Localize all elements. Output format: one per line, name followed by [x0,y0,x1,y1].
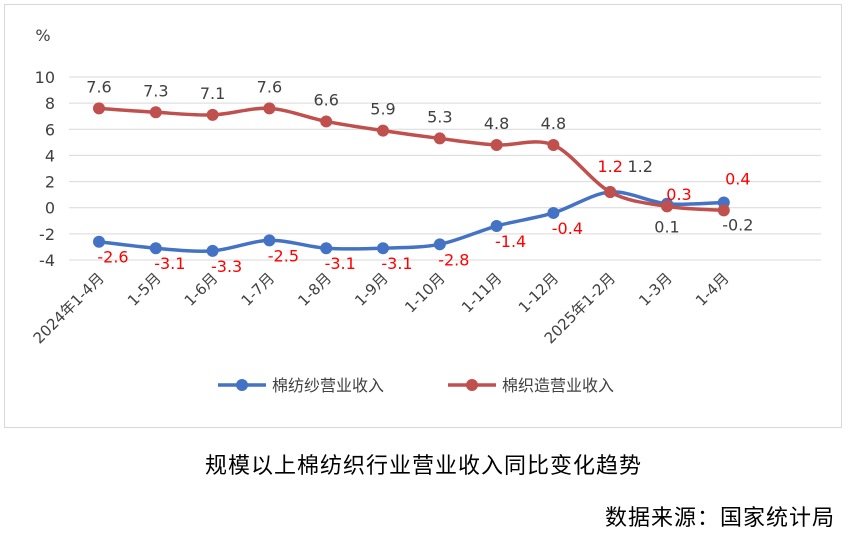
x-tick-label: 1-10月 [401,269,448,316]
data-label-weaving: 4.8 [484,114,509,133]
data-label-weaving: 5.9 [370,100,395,119]
data-point-weaving [490,138,503,151]
data-point-weaving [547,138,560,151]
data-point-weaving [320,115,333,128]
y-tick-label: 0 [45,199,55,218]
data-point-weaving [433,132,446,145]
legend-label: 棉纺纱营业收入 [272,376,384,395]
x-tick-label: 1-5月 [124,269,165,310]
data-point-weaving [206,108,219,121]
x-tick-label: 1-3月 [635,269,676,310]
data-label-weaving: 4.8 [541,114,566,133]
data-label-weaving: -0.2 [722,215,753,234]
data-point-yarn [206,244,219,257]
data-point-weaving [604,186,617,199]
legend-label: 棉织造营业收入 [502,376,614,395]
y-tick-label: -4 [39,251,55,270]
data-point-weaving [661,200,673,213]
data-label-yarn: -3.1 [381,254,412,273]
data-label-yarn: -1.4 [495,232,526,251]
x-tick-label: 2024年1-4月 [30,269,108,347]
data-label-yarn: -3.1 [325,254,356,273]
data-label-yarn: -2.5 [268,246,299,265]
x-tick-label: 1-8月 [294,269,335,310]
data-label-yarn: 0.4 [725,169,750,188]
data-point-weaving [377,124,389,137]
y-tick-label: 6 [45,120,55,139]
y-tick-label: -2 [39,225,55,244]
data-label-weaving: 7.6 [257,77,282,96]
data-label-yarn: -0.4 [552,219,583,238]
data-label-weaving: 5.3 [427,107,452,126]
data-label-weaving: 7.3 [143,81,168,100]
data-point-yarn [377,242,389,255]
data-label-weaving: 1.2 [627,157,652,176]
y-tick-label: 10 [35,68,55,87]
x-tick-label: 1-7月 [238,269,279,310]
data-point-weaving [263,102,276,115]
data-source-note: 数据来源：国家统计局 [604,506,835,531]
data-point-yarn [263,234,276,247]
data-label-weaving: 7.1 [200,84,225,103]
data-point-yarn [433,238,446,251]
legend-marker [466,379,478,391]
data-label-weaving: 7.6 [86,77,111,96]
data-point-yarn [490,220,503,233]
y-unit-label: % [35,26,50,45]
data-point-yarn [93,235,105,248]
y-tick-label: 2 [45,173,55,192]
legend-marker [236,379,248,391]
data-label-yarn: -2.8 [438,250,469,269]
data-label-yarn: 0.3 [666,185,691,204]
data-point-yarn [547,206,560,219]
chart-caption-title: 规模以上棉纺织行业营业收入同比变化趋势 [204,454,642,479]
data-label-weaving: 6.6 [313,90,338,109]
data-label-yarn: -3.3 [211,257,242,276]
data-label-yarn: 1.2 [597,157,622,176]
x-tick-label: 1-4月 [692,269,733,310]
x-tick-label: 1-12月 [515,269,562,316]
data-point-yarn [149,242,162,255]
data-label-yarn: -2.6 [97,248,128,267]
data-point-yarn [320,242,333,255]
y-tick-label: 4 [45,146,55,165]
data-label-weaving: 0.1 [654,217,679,236]
data-point-weaving [93,102,105,115]
chart-frame: % -4 -2 0 2 4 6 8 10 2024年1-4月 1-5月 1-6月 1-7月 1-8月 1-9… [4,4,842,428]
x-tick-label: 1-11月 [458,269,505,316]
data-point-weaving [149,106,162,119]
x-tick-label: 1-9月 [351,269,392,310]
data-label-yarn: -3.1 [154,254,185,273]
data-point-weaving [717,204,730,217]
y-tick-label: 8 [45,94,55,113]
